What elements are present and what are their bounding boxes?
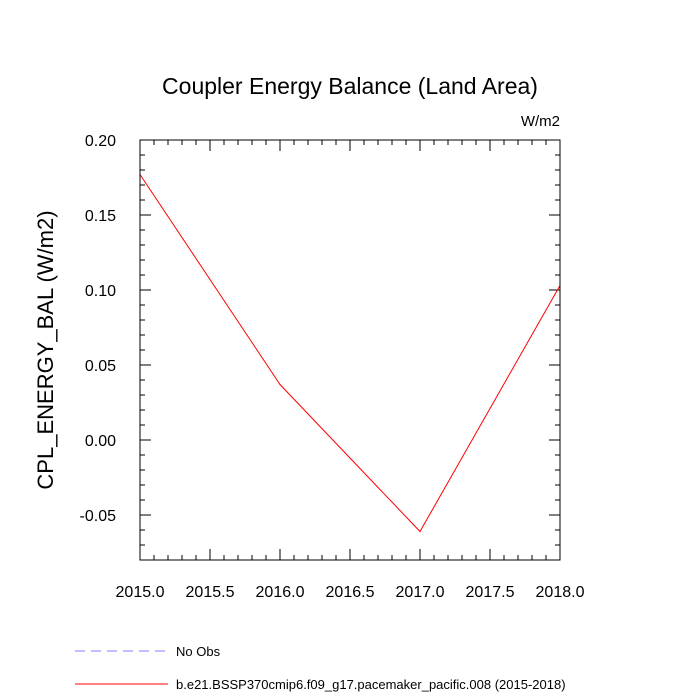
series-line xyxy=(139,174,561,533)
x-tick-label: 2017.5 xyxy=(466,584,515,601)
series-layer xyxy=(139,173,561,533)
y-tick-label: 0.05 xyxy=(85,358,116,375)
legend-label-model: b.e21.BSSP370cmip6.f09_g17.pacemaker_pac… xyxy=(176,677,566,692)
y-tick-label: -0.05 xyxy=(80,508,117,525)
data-point xyxy=(419,530,421,533)
x-tick-label: 2016.0 xyxy=(256,584,305,601)
chart-title: Coupler Energy Balance (Land Area) xyxy=(162,73,538,99)
y-tick-label: 0.20 xyxy=(85,133,116,150)
x-tick-label: 2016.5 xyxy=(326,584,375,601)
ticks-layer: 2015.0 2015.5 2016.0 2016.5 2017.0 2017.5 2018… xyxy=(80,133,585,601)
data-point xyxy=(279,383,281,386)
y-tick-label: 0.00 xyxy=(85,433,116,450)
plot-frame xyxy=(139,139,561,561)
x-tick-label: 2015.5 xyxy=(186,584,235,601)
x-tick-label: 2017.0 xyxy=(396,584,445,601)
y-tick-label: 0.10 xyxy=(85,283,116,300)
legend: No Obs b.e21.BSSP370cmip6.f09_g17.pacema… xyxy=(75,644,566,692)
legend-label-no-obs: No Obs xyxy=(176,644,221,659)
y-tick-label: 0.15 xyxy=(85,208,116,225)
x-tick-label: 2018.0 xyxy=(536,584,585,601)
x-tick-label: 2015.0 xyxy=(116,584,165,601)
y-axis-label: CPL_ENERGY_BAL (W/m2) xyxy=(33,210,58,489)
units-label: W/m2 xyxy=(521,113,560,130)
